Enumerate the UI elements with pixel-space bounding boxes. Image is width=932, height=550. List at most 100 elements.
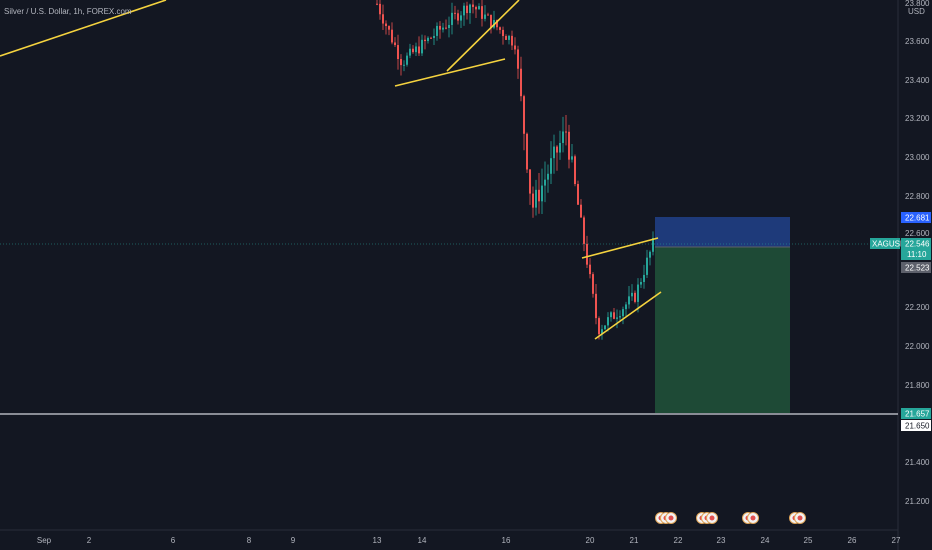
price-tick-label: 23.800 xyxy=(905,0,930,8)
candle-body xyxy=(631,292,633,297)
candle-body xyxy=(553,146,555,159)
candle-body xyxy=(406,55,408,65)
candle-body xyxy=(448,24,450,28)
candle-body xyxy=(622,309,624,317)
candle-body xyxy=(415,46,417,53)
trendline[interactable] xyxy=(594,291,662,340)
time-tick-label: 21 xyxy=(630,536,639,545)
candle-body xyxy=(529,169,531,194)
candle-body xyxy=(568,131,570,160)
symbol-tag: XAGUSD xyxy=(870,238,906,249)
candle-body xyxy=(652,238,654,252)
candle-body xyxy=(526,133,528,170)
candle-body xyxy=(472,4,474,7)
candle-body xyxy=(391,29,393,43)
candle-body xyxy=(532,193,534,208)
last-price-tag: 22.546 11:10 xyxy=(901,238,931,260)
candle-body xyxy=(454,12,456,14)
trendline[interactable] xyxy=(394,58,506,87)
candle-body xyxy=(430,37,432,39)
candle-body xyxy=(586,243,588,265)
stop-zone[interactable] xyxy=(655,247,790,413)
position-tool[interactable] xyxy=(655,217,790,413)
candle-body xyxy=(589,264,591,275)
stop-price-label: 21.657 xyxy=(905,410,930,419)
candle-body xyxy=(469,4,471,14)
entry-price-tag: 22.523 xyxy=(901,262,931,273)
candle-body xyxy=(442,27,444,30)
trendline[interactable] xyxy=(0,0,167,57)
stop-price-tag: 21.657 xyxy=(901,408,931,419)
candle-body xyxy=(421,39,423,54)
time-tick-label: 26 xyxy=(848,536,857,545)
time-tick-label: 20 xyxy=(586,536,595,545)
candle-body xyxy=(499,27,501,30)
time-tick-label: 8 xyxy=(247,536,252,545)
symbol-label: XAGUSD xyxy=(872,240,906,249)
candle-body xyxy=(451,12,453,25)
price-tick-label: 21.200 xyxy=(905,497,930,506)
candle-body xyxy=(496,20,498,28)
candle-body xyxy=(574,156,576,185)
candle-body xyxy=(610,312,612,318)
time-tick-label: 25 xyxy=(804,536,813,545)
candle-body xyxy=(592,274,594,294)
trendline[interactable] xyxy=(581,237,659,259)
candle-body xyxy=(514,45,516,50)
candle-body xyxy=(541,185,543,202)
candle-body xyxy=(520,68,522,97)
candle-body xyxy=(400,59,402,66)
candle-body xyxy=(397,45,399,60)
currency-label: USD xyxy=(908,7,925,16)
candle-body xyxy=(601,329,603,335)
economic-event-markers[interactable] xyxy=(655,512,806,524)
candle-body xyxy=(388,26,390,30)
target-zone[interactable] xyxy=(655,217,790,247)
price-tick-label: 21.800 xyxy=(905,381,930,390)
candle-body xyxy=(478,6,480,10)
candle-body xyxy=(484,14,486,19)
line-price-tag: 21.650 xyxy=(901,420,931,431)
time-tick-label: 6 xyxy=(171,536,176,545)
event-flag-dot xyxy=(750,515,756,521)
candle-body xyxy=(433,35,435,38)
price-tick-label: 23.000 xyxy=(905,153,930,162)
trendlines[interactable] xyxy=(0,0,662,340)
last-price-label: 22.546 xyxy=(905,240,930,249)
candle-body xyxy=(490,14,492,28)
countdown-label: 11:10 xyxy=(907,250,927,259)
candle-body xyxy=(424,39,426,42)
price-tick-label: 23.400 xyxy=(905,76,930,85)
candle-body xyxy=(538,189,540,202)
candle-body xyxy=(505,36,507,40)
candle-body xyxy=(646,257,648,275)
candle-body xyxy=(457,13,459,21)
candle-body xyxy=(382,14,384,24)
candle-body xyxy=(418,46,420,54)
candle-body xyxy=(412,48,414,53)
trendline[interactable] xyxy=(446,0,520,72)
target-price-tag: 22.681 xyxy=(901,212,931,223)
candles xyxy=(376,0,654,340)
candle-body xyxy=(604,325,606,330)
candle-body xyxy=(535,189,537,208)
candle-body xyxy=(436,25,438,36)
event-flag-dot xyxy=(797,515,803,521)
candle-body xyxy=(640,281,642,285)
time-tick-label: 24 xyxy=(761,536,770,545)
candle-body xyxy=(463,5,465,16)
time-tick-label: 23 xyxy=(717,536,726,545)
time-tick-label: 2 xyxy=(87,536,92,545)
time-tick-label: 13 xyxy=(373,536,382,545)
candle-body xyxy=(502,29,504,37)
candle-body xyxy=(577,184,579,205)
event-flag-dot xyxy=(709,515,715,521)
candle-body xyxy=(403,64,405,66)
candle-body xyxy=(523,96,525,134)
candle-body xyxy=(583,217,585,244)
candle-body xyxy=(634,292,636,302)
candle-body xyxy=(637,284,639,302)
candle-body xyxy=(487,14,489,16)
candle-body xyxy=(376,3,378,5)
